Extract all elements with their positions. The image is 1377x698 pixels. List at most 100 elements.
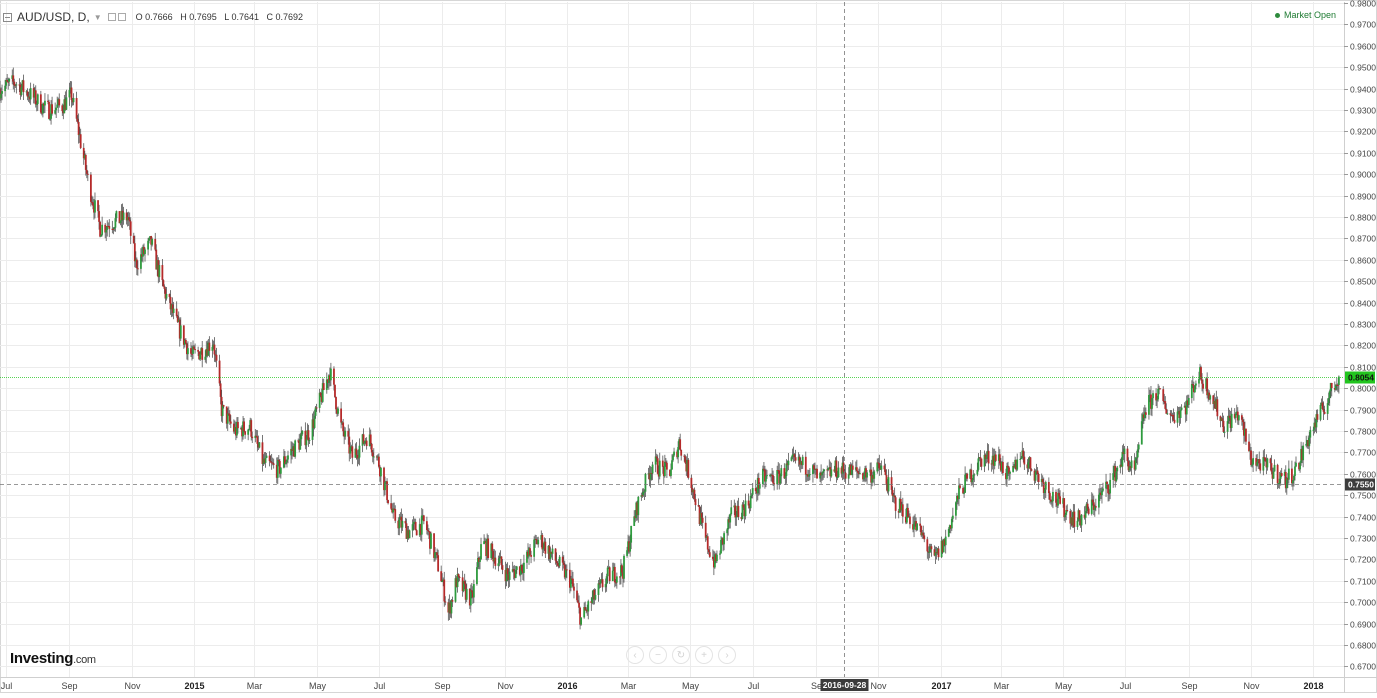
candle-up xyxy=(499,556,502,559)
zoom-out-button[interactable]: − xyxy=(649,646,667,664)
candle-down xyxy=(468,588,471,606)
candle-down xyxy=(806,474,809,477)
candle-up xyxy=(165,293,168,299)
candle-down xyxy=(941,540,944,553)
candle-down xyxy=(129,221,132,236)
y-tick-label: 0.9700 xyxy=(1350,20,1376,30)
candle-down xyxy=(1243,422,1245,436)
candle-down xyxy=(798,456,801,465)
candle-up xyxy=(534,538,537,540)
candle-down xyxy=(1208,392,1211,400)
candle-down xyxy=(307,430,310,441)
candle-up xyxy=(900,504,903,511)
candle-down xyxy=(556,563,559,566)
candle-down xyxy=(773,483,776,485)
candle-down xyxy=(0,88,1,99)
candle-up xyxy=(770,474,772,476)
candle-down xyxy=(513,571,516,578)
candle-up xyxy=(313,415,316,428)
candle-down xyxy=(690,477,693,488)
candle-down xyxy=(485,541,488,557)
candle-up xyxy=(1227,415,1230,422)
candle-down xyxy=(32,88,35,98)
candle-down xyxy=(390,503,393,509)
candle-up xyxy=(318,392,321,408)
candle-up xyxy=(413,521,416,523)
candle-up xyxy=(1299,462,1301,470)
candle-down xyxy=(1049,499,1052,502)
scroll-right-button[interactable]: › xyxy=(718,646,736,664)
candle-up xyxy=(640,495,643,497)
candle-up xyxy=(673,451,675,456)
candle-up xyxy=(779,476,782,484)
candle-up xyxy=(973,474,976,476)
candle-down xyxy=(164,288,167,299)
candle-up xyxy=(1309,429,1312,438)
candle-down xyxy=(662,466,665,477)
candle-down xyxy=(348,436,351,454)
candle-down xyxy=(133,243,136,262)
candle-up xyxy=(1249,450,1251,452)
candle-down xyxy=(1192,385,1195,393)
candle-down xyxy=(235,427,237,436)
chevron-down-icon[interactable]: ▼ xyxy=(93,12,102,22)
y-tick-label: 0.7700 xyxy=(1350,448,1376,458)
candle-up xyxy=(537,539,540,545)
candle-down xyxy=(1269,458,1272,464)
candle-up xyxy=(936,548,939,554)
candle-up xyxy=(434,552,436,558)
settings-icon[interactable] xyxy=(107,13,116,21)
candle-down xyxy=(706,536,709,550)
scroll-left-button[interactable]: ‹ xyxy=(626,646,644,664)
candle-down xyxy=(886,483,889,492)
candle-down xyxy=(504,569,507,582)
candle-down xyxy=(794,457,797,461)
candle-down xyxy=(47,100,49,102)
zoom-in-button[interactable]: + xyxy=(695,646,713,664)
candle-down xyxy=(923,535,926,540)
candle-down xyxy=(1186,400,1189,405)
candle-up xyxy=(221,405,224,417)
candle-up xyxy=(543,541,546,549)
candle-up xyxy=(412,521,415,525)
candle-down xyxy=(261,442,264,464)
candle-down xyxy=(271,462,274,464)
candle-up xyxy=(462,581,465,592)
candle-up xyxy=(1080,514,1083,526)
candle-down xyxy=(772,475,775,484)
collapse-icon[interactable] xyxy=(3,12,12,22)
candle-down xyxy=(1007,465,1009,468)
candle-down xyxy=(362,434,365,444)
candle-up xyxy=(526,551,528,563)
symbol-label[interactable]: AUD/USD, D, xyxy=(17,10,90,24)
candle-up xyxy=(1009,471,1011,474)
candle-down xyxy=(1073,511,1076,527)
close-icon[interactable] xyxy=(117,13,126,21)
candle-down xyxy=(833,469,836,472)
candle-down xyxy=(691,487,694,493)
candle-down xyxy=(590,601,593,603)
candle-down xyxy=(755,491,758,494)
candle-up xyxy=(350,446,353,448)
reset-button[interactable]: ↻ xyxy=(672,646,690,664)
candle-down xyxy=(201,348,204,360)
candle-down xyxy=(13,81,16,86)
candle-down xyxy=(1042,482,1045,493)
candle-up xyxy=(1134,457,1137,470)
candle-up xyxy=(808,474,811,476)
candle-up xyxy=(472,584,475,598)
candle-down xyxy=(132,235,135,244)
candle-down xyxy=(1159,388,1162,390)
x-tick-label: 2016 xyxy=(557,681,577,691)
candle-down xyxy=(998,454,1001,464)
candle-down xyxy=(71,99,74,103)
y-tick-label: 0.7000 xyxy=(1350,598,1376,608)
candle-up xyxy=(978,457,981,459)
candle-down xyxy=(175,308,178,317)
candle-down xyxy=(79,134,82,148)
candle-up xyxy=(435,552,437,554)
candle-down xyxy=(111,228,114,230)
